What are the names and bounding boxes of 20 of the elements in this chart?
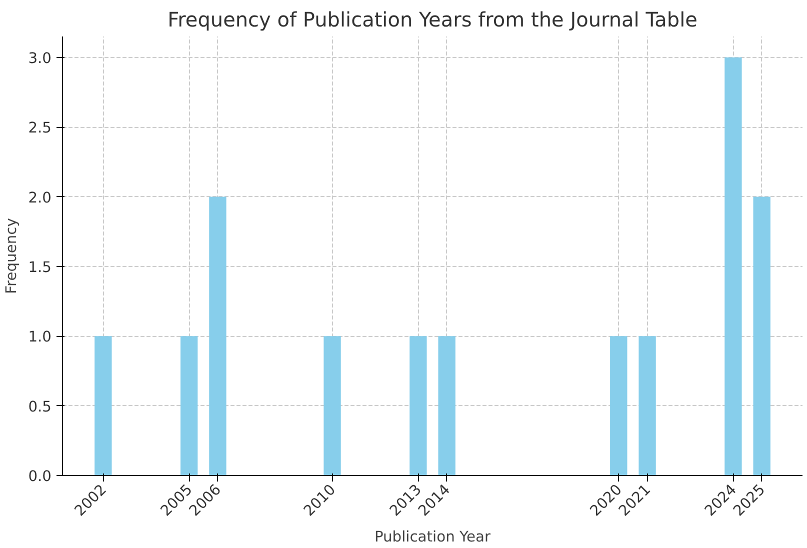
bar [438, 336, 456, 476]
bar [94, 336, 112, 476]
y-tick-label: 3.0 [28, 50, 52, 67]
bar [180, 336, 198, 476]
x-axis-title: Publication Year [374, 528, 492, 546]
y-tick-label: 2.0 [28, 189, 52, 206]
y-tick-label: 2.5 [28, 120, 52, 137]
bar [638, 336, 656, 476]
y-tick-label: 1.5 [28, 258, 52, 276]
y-tick-label: 0.5 [28, 398, 52, 416]
bar [324, 336, 341, 476]
chart-title: Frequency of Publication Years from the Journal Table [168, 8, 698, 32]
bar [753, 196, 770, 476]
bar [610, 336, 628, 476]
bar [209, 196, 226, 476]
bar [724, 57, 742, 476]
y-tick-label: 1.0 [28, 328, 52, 346]
bar [410, 336, 427, 476]
y-tick-label: 0.0 [28, 468, 52, 485]
y-axis-title: Frequency [3, 218, 20, 294]
